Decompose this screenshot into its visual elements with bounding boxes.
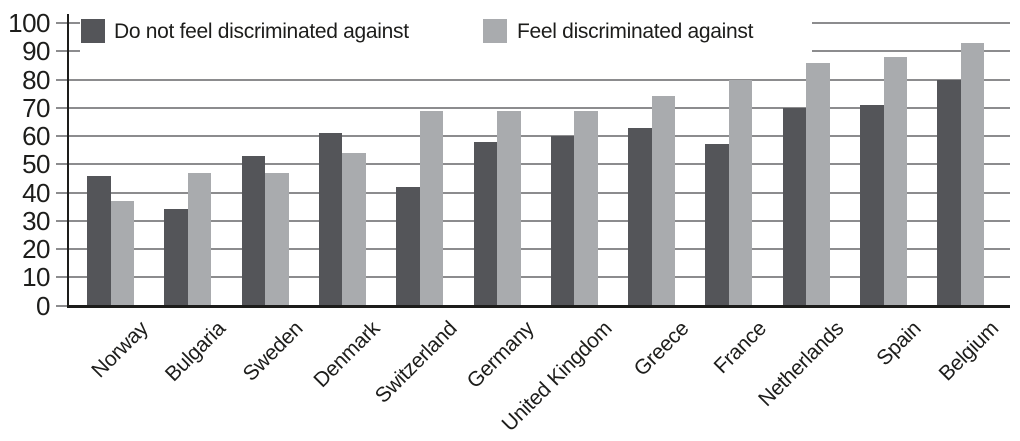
y-axis-tick-label: 50 bbox=[22, 149, 50, 180]
x-axis-label: Norway bbox=[86, 317, 153, 383]
bar-dark bbox=[241, 155, 266, 306]
bar-light bbox=[651, 96, 676, 306]
x-axis-label: Belgium bbox=[934, 317, 1003, 386]
bar-dark bbox=[164, 209, 188, 306]
gridline bbox=[56, 219, 1010, 222]
y-axis-tick-label: 100 bbox=[8, 8, 50, 38]
legend-label-light: Feel discriminated against bbox=[517, 20, 754, 43]
bar-light bbox=[265, 172, 289, 306]
x-axis-label: Sweden bbox=[238, 317, 307, 386]
bar-light bbox=[960, 42, 985, 306]
gridline bbox=[56, 135, 1010, 137]
x-axis-line bbox=[66, 304, 1010, 308]
gridline bbox=[56, 248, 1010, 250]
bar-dark bbox=[473, 141, 497, 306]
x-axis-label: Germany bbox=[462, 317, 539, 393]
gridline bbox=[56, 304, 71, 307]
bar-light bbox=[806, 62, 830, 306]
y-axis-tick-label: 90 bbox=[22, 36, 50, 67]
x-axis-label: Greece bbox=[629, 317, 694, 381]
bar-light bbox=[110, 200, 134, 306]
gridline bbox=[56, 191, 1010, 194]
legend: Do not feel discriminated against Feel d… bbox=[0, 0, 1020, 70]
bar-light bbox=[342, 152, 366, 306]
bar-light bbox=[883, 56, 907, 306]
legend-swatch-light bbox=[483, 19, 507, 43]
bar-dark bbox=[396, 186, 420, 306]
bar-dark bbox=[628, 127, 652, 306]
x-axis-label: Switzerland bbox=[370, 317, 462, 408]
y-axis-tick-label: 10 bbox=[22, 262, 50, 293]
bar-dark bbox=[318, 133, 343, 306]
bar-dark bbox=[550, 136, 575, 306]
bar-dark bbox=[782, 107, 807, 306]
bar-dark bbox=[860, 104, 884, 306]
bar-dark bbox=[937, 79, 961, 306]
gridline bbox=[56, 163, 1010, 166]
bar-dark bbox=[87, 175, 111, 306]
x-axis-label: Bulgaria bbox=[160, 317, 230, 387]
x-axis-label: Spain bbox=[872, 317, 926, 371]
y-axis-tick-label: 30 bbox=[22, 205, 50, 236]
legend-label-dark: Do not feel discriminated against bbox=[114, 20, 409, 43]
bar-light bbox=[187, 172, 212, 306]
gridline bbox=[56, 78, 1010, 81]
bar-light bbox=[497, 110, 521, 306]
bar-light bbox=[419, 110, 444, 306]
y-axis-tick-label: 80 bbox=[22, 64, 50, 95]
y-axis-tick-label: 0 bbox=[36, 290, 50, 321]
y-axis-tick-label: 70 bbox=[22, 92, 50, 123]
y-axis-line bbox=[66, 14, 69, 308]
y-axis-tick-label: 60 bbox=[22, 121, 50, 151]
legend-swatch-dark bbox=[81, 19, 105, 43]
gridline bbox=[56, 276, 1010, 279]
bar-dark bbox=[705, 144, 729, 306]
y-axis-tick-label: 40 bbox=[22, 177, 50, 208]
gridline bbox=[56, 106, 1010, 109]
legend-background bbox=[80, 6, 812, 64]
bar-light bbox=[574, 110, 598, 306]
bar-light bbox=[728, 79, 753, 306]
x-axis-label: Denmark bbox=[309, 317, 385, 393]
x-axis-label: France bbox=[709, 317, 771, 379]
y-axis-tick-label: 20 bbox=[22, 234, 50, 264]
